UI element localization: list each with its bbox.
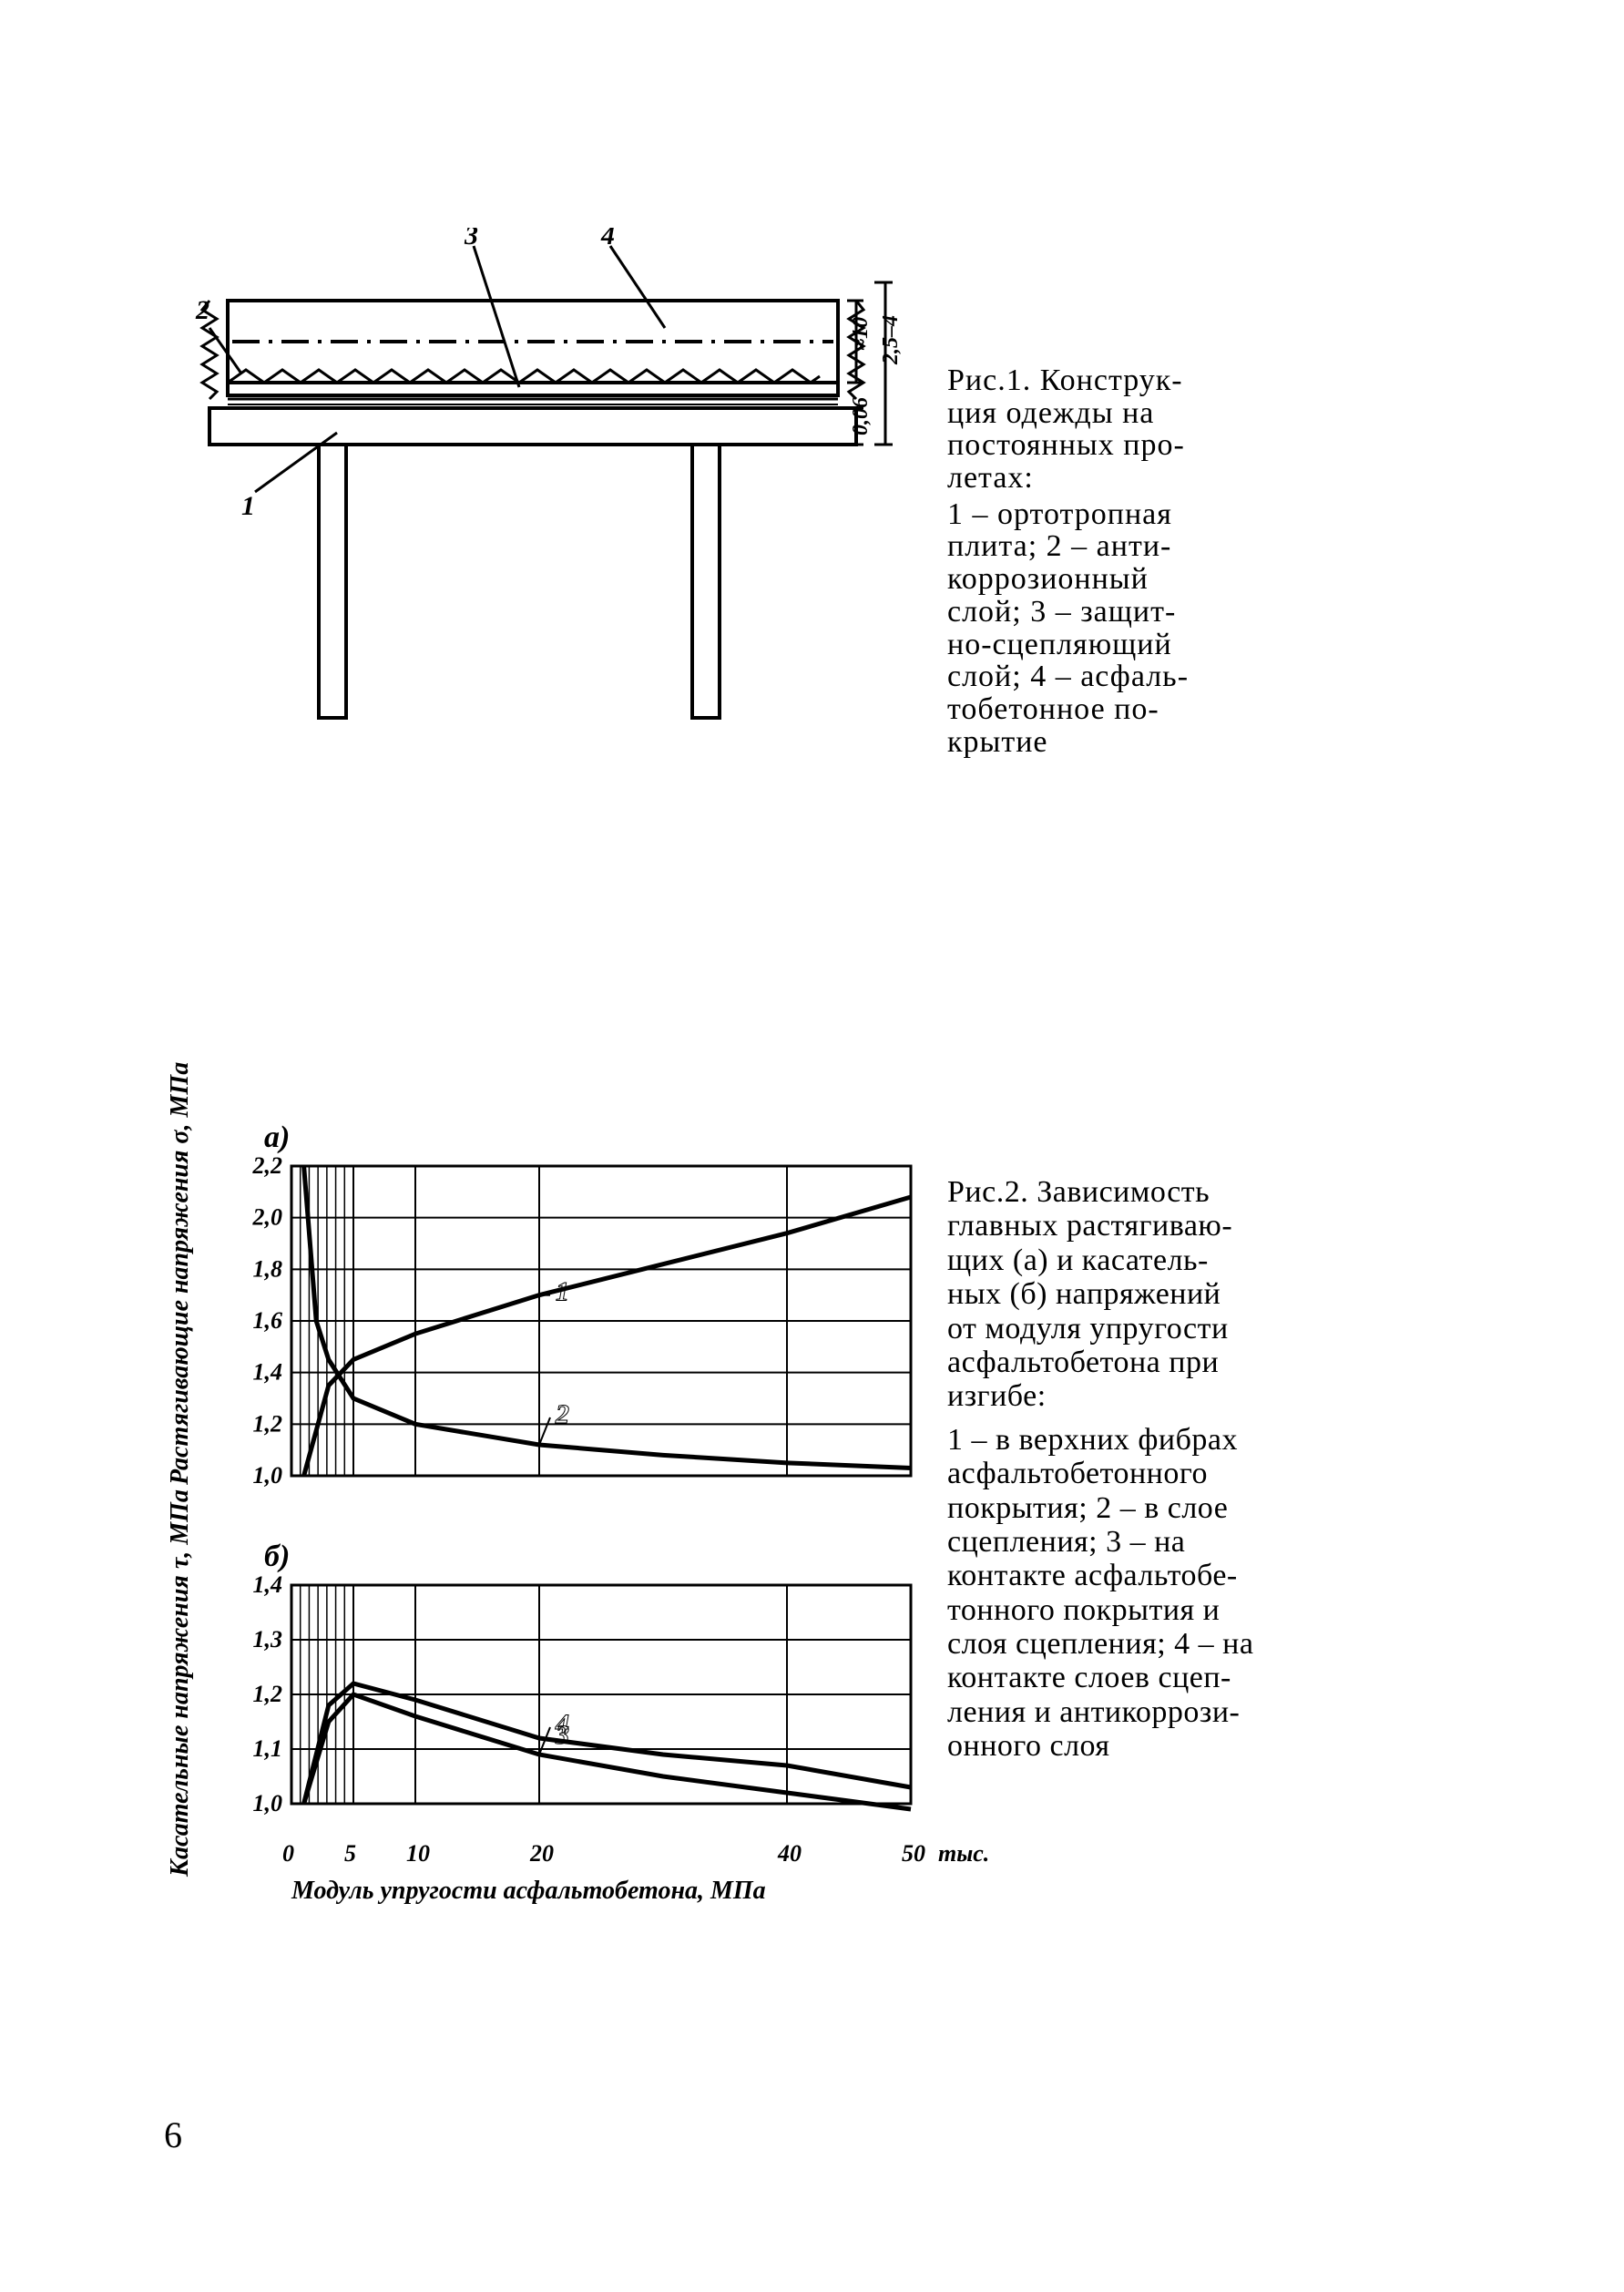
fig1-leader-3: 3 (464, 228, 478, 251)
chart-b: 34 1,01,11,21,31,4 (228, 1576, 920, 1831)
figure-2: а) Растягивающие напряжения σ, МПа 12 1,… (155, 1148, 1476, 2059)
svg-text:2,0: 2,0 (252, 1204, 283, 1231)
fig1-leader-4: 4 (600, 228, 615, 251)
figure-1-caption: Рис.1. Конструк- ция одежды на постоянны… (947, 364, 1421, 758)
fig1-leader-1: 1 (241, 491, 255, 521)
series-label-2: 2 (555, 1399, 569, 1429)
fig1-caption-body: 1 – ортотропная плита; 2 – анти- коррози… (947, 498, 1421, 759)
series-label-4: 4 (555, 1709, 569, 1739)
x-axis-label: Модуль упругости асфальтобетона, МПа (291, 1877, 766, 1906)
svg-text:1,4: 1,4 (253, 1576, 283, 1598)
figure-2-caption: Рис.2. Зависимость главных растягиваю- щ… (947, 1175, 1457, 1764)
x-unit-suffix: тыс. (938, 1840, 989, 1867)
figure-1-svg: 1 2 3 4 2,5–4 ≈10 0,06 (155, 228, 938, 793)
svg-text:1,8: 1,8 (253, 1255, 283, 1282)
x-tick-20: 20 (530, 1840, 554, 1867)
svg-text:1,2: 1,2 (253, 1681, 283, 1707)
fig1-leader-2: 2 (195, 295, 209, 325)
svg-text:1,0: 1,0 (253, 1462, 283, 1489)
svg-text:1,0: 1,0 (253, 1790, 283, 1816)
series-label-1: 1 (556, 1277, 569, 1307)
svg-text:1,3: 1,3 (253, 1626, 283, 1652)
x-tick-5: 5 (344, 1840, 356, 1867)
chart-a: 1 2 1,0 1,2 1,4 1,6 1,8 2,0 2,2 (228, 1157, 920, 1503)
y-axis-label-b: Касательные напряжения τ, МПа (166, 1489, 195, 1877)
svg-text:1,2: 1,2 (253, 1410, 283, 1437)
x-tick-row: 0510204050тыс. (228, 1840, 920, 1867)
y-axis-label-a: Растягивающие напряжения σ, МПа (166, 1062, 195, 1485)
panel-a-label: а) (264, 1120, 290, 1155)
fig1-dim-006: 0,06 (849, 397, 873, 435)
fig1-dim-total: 2,5–4 (879, 315, 903, 365)
svg-text:1,6: 1,6 (253, 1307, 283, 1334)
page: 1 2 3 4 2,5–4 ≈10 0,06 Рис.1. Конструк- … (0, 0, 1624, 2292)
fig2-caption-body: 1 – в верхних фибрах асфальтобетонного п… (947, 1423, 1457, 1764)
panel-b-label: б) (264, 1540, 290, 1574)
svg-text:2,2: 2,2 (252, 1157, 283, 1179)
figure-1: 1 2 3 4 2,5–4 ≈10 0,06 Рис.1. Конструк- … (155, 228, 1476, 820)
svg-text:1,4: 1,4 (253, 1359, 283, 1386)
svg-text:1,1: 1,1 (253, 1735, 283, 1762)
x-tick-50: 50 (902, 1840, 925, 1867)
x-tick-40: 40 (778, 1840, 802, 1867)
x-tick-0: 0 (282, 1840, 294, 1867)
fig2-caption-title: Рис.2. Зависимость главных растягиваю- щ… (947, 1175, 1457, 1414)
x-tick-10: 10 (406, 1840, 430, 1867)
page-number: 6 (164, 2113, 182, 2156)
fig1-dim-deck: ≈10 (849, 317, 873, 351)
fig1-caption-title: Рис.1. Конструк- ция одежды на постоянны… (947, 364, 1421, 495)
